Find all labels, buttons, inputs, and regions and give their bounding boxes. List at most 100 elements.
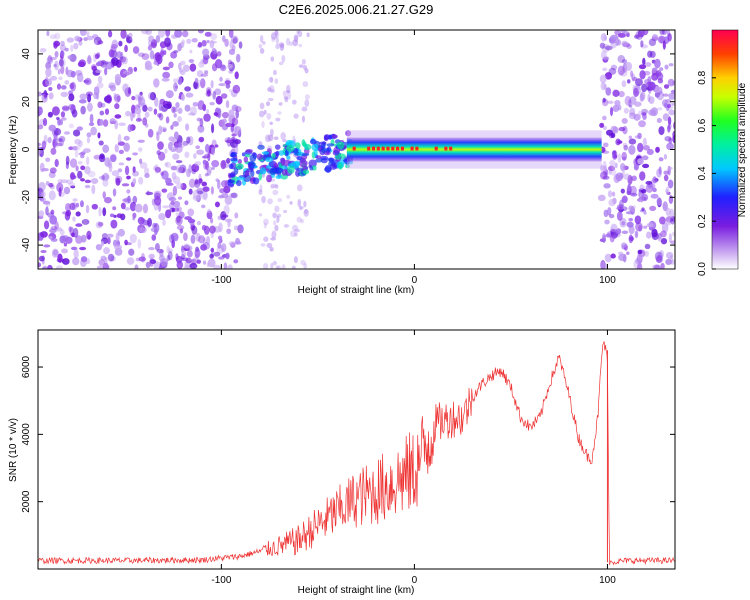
- noise-speck: [110, 84, 116, 92]
- signal-speck: [287, 165, 295, 174]
- noise-speck: [176, 215, 181, 223]
- noise-speck: [603, 35, 608, 41]
- noise-speck: [137, 139, 145, 143]
- noise-speck: [212, 264, 221, 269]
- noise-speck: [107, 253, 115, 262]
- noise-speck: [70, 229, 77, 233]
- colorbar-tick-label: 0.2: [697, 214, 708, 228]
- noise-speck: [154, 228, 158, 236]
- noise-speck: [132, 195, 138, 204]
- noise-speck: [225, 252, 230, 260]
- noise-speck: [614, 100, 621, 107]
- noise-speck: [277, 111, 282, 115]
- signal-peak: [376, 146, 380, 151]
- noise-speck: [629, 107, 636, 116]
- noise-speck: [671, 231, 675, 237]
- noise-speck: [196, 149, 205, 155]
- signal-speck: [316, 155, 322, 159]
- noise-speck: [270, 56, 275, 62]
- noise-speck: [65, 202, 72, 212]
- signal-peak: [400, 146, 404, 151]
- noise-speck: [258, 110, 265, 118]
- noise-speck: [296, 30, 300, 34]
- colorbar-tick-label: 0.0: [697, 262, 708, 276]
- y-tick-label: -40: [21, 237, 32, 252]
- noise-speck: [667, 166, 673, 170]
- noise-speck: [233, 139, 241, 145]
- noise-speck: [611, 191, 616, 197]
- noise-speck: [177, 78, 183, 85]
- noise-speck: [192, 102, 199, 107]
- noise-speck: [74, 148, 79, 158]
- noise-speck: [147, 128, 154, 138]
- noise-speck: [115, 177, 121, 186]
- noise-speck: [664, 64, 669, 70]
- noise-speck: [224, 218, 233, 223]
- noise-speck: [71, 246, 77, 251]
- spectrogram-y-axis: -40 -20 0 20 40: [21, 48, 675, 252]
- noise-speck: [259, 102, 265, 110]
- spectrogram-y-label: Frequency (Hz): [8, 116, 19, 185]
- noise-speck: [639, 70, 646, 80]
- noise-speck: [139, 162, 148, 169]
- noise-speck: [637, 132, 642, 140]
- noise-speck: [125, 110, 131, 117]
- y-tick-label: 40: [21, 48, 32, 60]
- noise-speck: [654, 91, 660, 98]
- noise-speck: [263, 236, 269, 242]
- noise-speck: [98, 206, 102, 217]
- y-tick-label: 2000: [21, 490, 32, 513]
- noise-speck: [224, 38, 229, 47]
- noise-speck: [259, 184, 263, 193]
- noise-speck: [266, 101, 271, 107]
- noise-speck: [229, 39, 235, 49]
- noise-speck: [149, 50, 155, 60]
- noise-speck: [226, 157, 231, 164]
- noise-speck: [189, 262, 198, 269]
- noise-speck: [110, 154, 117, 163]
- snr-y-label: SNR (10 * v/v): [8, 418, 19, 482]
- noise-speck: [180, 182, 187, 191]
- noise-speck: [60, 50, 65, 58]
- noise-speck: [111, 57, 119, 66]
- noise-speck: [145, 261, 151, 269]
- signal-peak: [352, 146, 356, 151]
- noise-speck: [646, 231, 652, 239]
- noise-speck: [45, 206, 49, 216]
- noise-speck: [658, 126, 665, 136]
- noise-speck: [190, 234, 196, 244]
- noise-speck: [202, 190, 208, 201]
- noise-speck: [628, 104, 633, 108]
- chart-title: C2E6.2025.006.21.27.G29: [279, 2, 434, 17]
- signal-speck: [286, 144, 295, 152]
- noise-speck: [75, 202, 80, 208]
- noise-speck: [97, 132, 101, 139]
- noise-speck: [168, 61, 174, 69]
- signal-peak: [434, 146, 438, 151]
- noise-speck: [623, 173, 631, 180]
- noise-speck: [73, 249, 79, 259]
- noise-speck: [70, 44, 74, 52]
- noise-speck: [206, 235, 211, 245]
- noise-speck: [75, 70, 83, 76]
- noise-speck: [258, 43, 263, 49]
- noise-speck: [155, 35, 161, 43]
- x-tick-label: -100: [211, 575, 231, 586]
- noise-speck: [600, 171, 608, 180]
- y-tick-label: 0: [21, 146, 32, 152]
- noise-speck: [108, 49, 115, 58]
- signal-speck: [345, 164, 350, 169]
- noise-speck: [185, 92, 194, 98]
- noise-speck: [626, 251, 630, 255]
- noise-speck: [274, 78, 279, 84]
- noise-speck: [617, 32, 626, 38]
- colorbar-gradient: [711, 29, 739, 270]
- noise-speck: [292, 224, 298, 231]
- noise-speck: [656, 197, 662, 206]
- noise-speck: [659, 67, 664, 72]
- colorbar-label: Normalized spectral amplitude: [737, 82, 748, 217]
- noise-speck: [68, 146, 74, 151]
- noise-speck: [642, 137, 647, 147]
- noise-speck: [667, 179, 674, 189]
- noise-speck: [106, 233, 114, 238]
